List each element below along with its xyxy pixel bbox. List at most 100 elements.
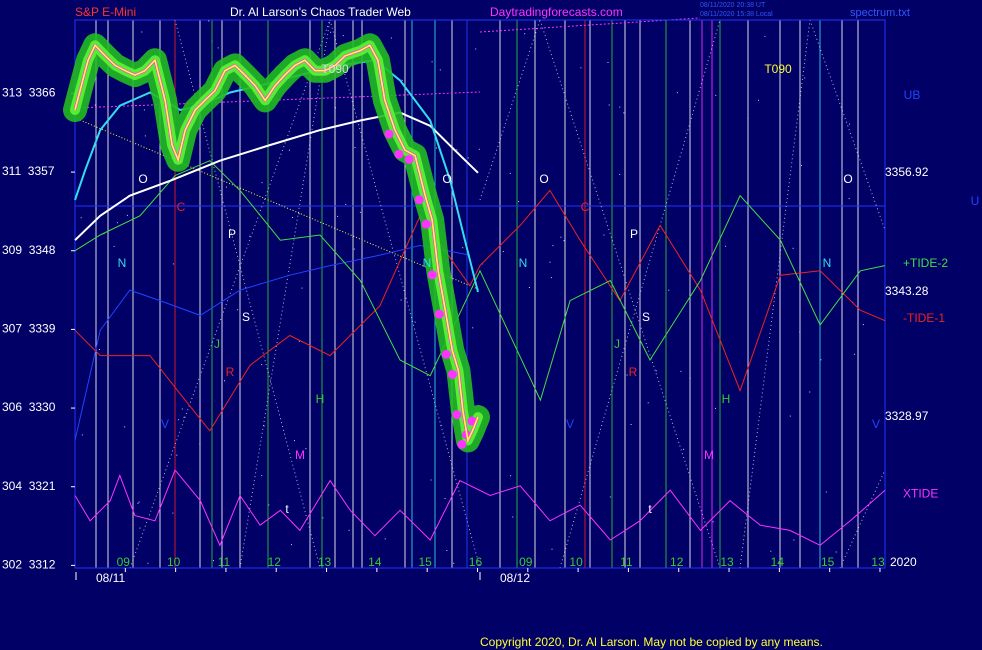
star (552, 245, 554, 247)
star (619, 173, 621, 175)
series-name: -TIDE-1 (903, 311, 945, 325)
star (509, 172, 511, 174)
star (124, 426, 126, 428)
annotation: R (226, 365, 235, 379)
star (430, 479, 432, 481)
star (626, 374, 628, 376)
level-line (479, 17, 701, 33)
end-label: 3328.97 (885, 409, 929, 423)
star (446, 550, 448, 551)
y-tick-label: 313 3366 (2, 86, 56, 100)
star (147, 562, 149, 564)
annotation: M (704, 448, 714, 462)
star (528, 287, 530, 288)
timestamp: 08/11/2020 20:38 UT (700, 2, 766, 9)
x-tick-label: 10 (569, 555, 583, 569)
star (137, 502, 139, 504)
star (224, 380, 225, 382)
star (793, 539, 795, 541)
x-tick-label: 16 (469, 555, 483, 569)
star (518, 201, 520, 203)
annotation: T090 (764, 62, 792, 76)
price-dot (457, 439, 467, 449)
series-line (74, 244, 470, 441)
star (510, 475, 512, 477)
file-name: spectrum.txt (850, 7, 910, 19)
x-tick-label: 09 (519, 555, 533, 569)
star (715, 94, 717, 96)
star (178, 419, 180, 421)
source: Daytradingforecasts.com (490, 5, 623, 19)
x-tick-label: 12 (268, 555, 282, 569)
star (809, 391, 811, 393)
x-tick-label: 11 (218, 555, 231, 569)
annotation: C (581, 200, 590, 214)
star (655, 370, 657, 372)
star (820, 359, 822, 361)
chart-title: Dr. Al Larson's Chaos Trader Web (230, 5, 411, 19)
star (825, 491, 827, 493)
annotation: S (242, 310, 250, 324)
star (138, 501, 140, 503)
price-dot (414, 195, 424, 205)
star (560, 236, 562, 238)
annotation: O (843, 172, 852, 186)
star (261, 475, 263, 477)
x-tick-label: 09 (117, 555, 131, 569)
x-tick-label: 11 (620, 555, 633, 569)
star (467, 157, 469, 159)
star (792, 247, 794, 249)
star (680, 370, 682, 372)
x-tick-label: 14 (771, 555, 785, 569)
star (268, 504, 270, 506)
star (725, 245, 727, 247)
star (502, 251, 504, 252)
star (607, 62, 609, 63)
star (208, 20, 210, 22)
star (712, 521, 714, 523)
date-label: 08/11 (96, 571, 125, 585)
star (181, 408, 183, 410)
price-dot (394, 149, 404, 159)
price-dot (452, 410, 462, 420)
annotation: T090 (321, 62, 349, 76)
star (630, 424, 632, 425)
annotation: N (118, 256, 127, 270)
y-tick-label: 311 3357 (2, 164, 55, 178)
star (563, 240, 565, 242)
x-tick-label: 12 (670, 555, 684, 569)
star (456, 149, 458, 151)
star (853, 353, 855, 355)
star (789, 415, 791, 417)
x-tick-label: 10 (167, 555, 181, 569)
star (80, 217, 82, 219)
x-tick-label: 13 (871, 555, 885, 569)
star (462, 247, 464, 249)
annotation: V (161, 417, 169, 431)
annotation: t (648, 502, 652, 516)
star (217, 47, 219, 49)
star (261, 364, 263, 366)
series-name: XTIDE (903, 486, 938, 500)
star (549, 261, 551, 263)
annotation: C (177, 200, 186, 214)
star (322, 517, 324, 519)
y-tick-label: 304 3321 (2, 479, 56, 493)
star (359, 211, 361, 213)
star (609, 496, 611, 498)
star (835, 551, 837, 553)
x-tick-label: 14 (368, 555, 382, 569)
star (676, 92, 678, 94)
star (849, 123, 851, 125)
star (524, 33, 526, 35)
annotation: J (214, 337, 220, 351)
star (862, 324, 864, 326)
y-tick-label: 306 3330 (2, 400, 56, 414)
annotation: S (642, 310, 650, 324)
cycle-diagonal (239, 19, 331, 569)
cycle-diagonal (174, 19, 321, 569)
star (848, 198, 850, 200)
y-tick-label: 307 3339 (2, 322, 56, 336)
annotation: N (519, 256, 528, 270)
